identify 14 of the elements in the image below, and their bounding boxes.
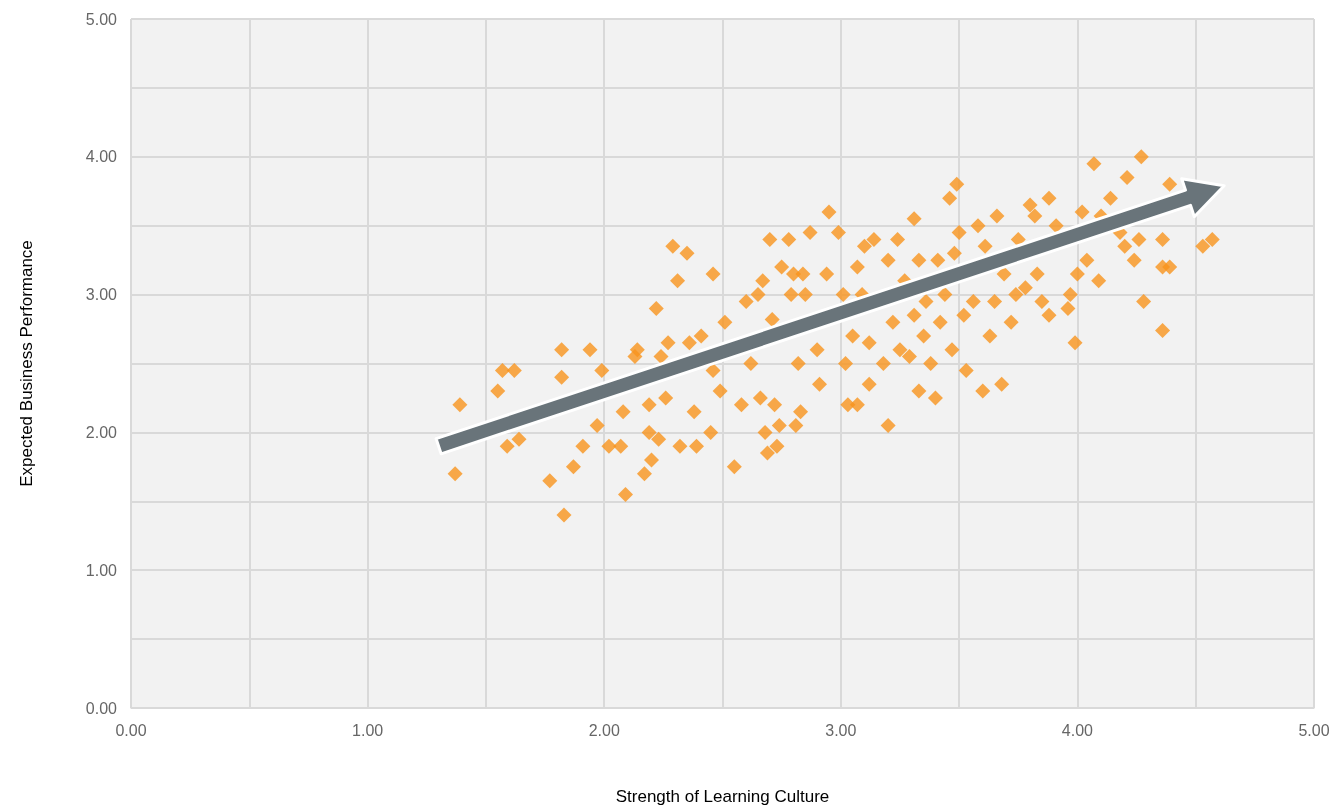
y-tick-label: 2.00 — [85, 423, 118, 441]
x-tick-label: 5.00 — [1298, 721, 1330, 739]
y-tick-label: 0.00 — [85, 699, 118, 717]
x-tick-label: 1.00 — [352, 721, 384, 739]
x-tick-label: 4.00 — [1061, 721, 1094, 739]
y-tick-label: 3.00 — [85, 286, 118, 304]
x-tick-label: 3.00 — [825, 721, 857, 739]
y-tick-label: 5.00 — [85, 10, 118, 28]
y-axis-title: Expected Business Performance — [17, 240, 36, 487]
x-axis-title: Strength of Learning Culture — [615, 787, 830, 806]
y-tick-label: 4.00 — [85, 148, 118, 166]
x-tick-label: 0.00 — [115, 721, 147, 739]
x-tick-label: 2.00 — [588, 721, 620, 739]
y-tick-label: 1.00 — [85, 561, 118, 579]
